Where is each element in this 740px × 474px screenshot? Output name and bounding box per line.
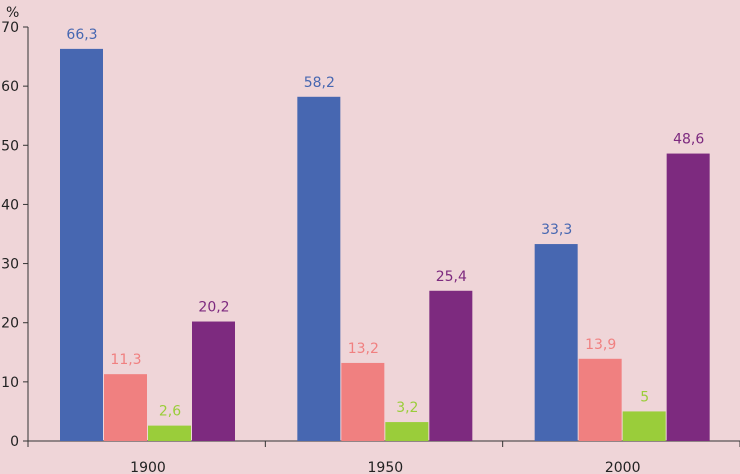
- y-tick-label: 40: [1, 197, 19, 213]
- data-label: 58,2: [304, 75, 335, 91]
- y-tick-label: 30: [1, 257, 19, 273]
- data-label: 48,6: [673, 132, 704, 148]
- data-label: 2,6: [159, 404, 181, 420]
- bar: [297, 96, 341, 441]
- data-label: 33,3: [541, 222, 572, 238]
- data-label: 3,2: [396, 400, 418, 416]
- data-label: 11,3: [110, 352, 141, 368]
- bar: [622, 411, 666, 441]
- y-tick-label: 10: [1, 375, 19, 391]
- bar: [192, 321, 235, 441]
- y-tick-label: 0: [10, 434, 19, 450]
- y-tick-label: 20: [1, 316, 19, 332]
- x-tick-label: 2000: [605, 460, 641, 474]
- bar: [60, 48, 103, 441]
- x-tick-label: 1900: [130, 460, 166, 474]
- y-axis-unit-label: %: [6, 5, 19, 21]
- data-label: 20,2: [198, 300, 229, 316]
- bar: [429, 290, 473, 441]
- bar: [148, 425, 191, 441]
- y-axis: 0 10 20 30 40 50 60 70: [1, 20, 29, 450]
- bar: [534, 244, 578, 441]
- bar: [666, 153, 710, 441]
- data-labels-group: 66,3 58,2 33,3 11,3 13,2 13,9 2,6 3,2 5 20,2 25,4 4…: [66, 27, 704, 420]
- data-label: 25,4: [436, 269, 467, 285]
- data-label: 13,2: [348, 341, 379, 357]
- bar: [578, 358, 622, 441]
- data-label: 5: [640, 389, 649, 405]
- bars-group: [60, 48, 710, 441]
- x-tick-label: 1950: [368, 460, 404, 474]
- bar: [104, 374, 147, 441]
- data-label: 13,9: [585, 337, 616, 353]
- data-label: 66,3: [66, 27, 97, 43]
- y-tick-label: 50: [1, 138, 19, 154]
- y-tick-label: 60: [1, 79, 19, 95]
- bar: [385, 422, 429, 441]
- y-tick-label: 70: [1, 20, 19, 36]
- bar: [341, 362, 385, 441]
